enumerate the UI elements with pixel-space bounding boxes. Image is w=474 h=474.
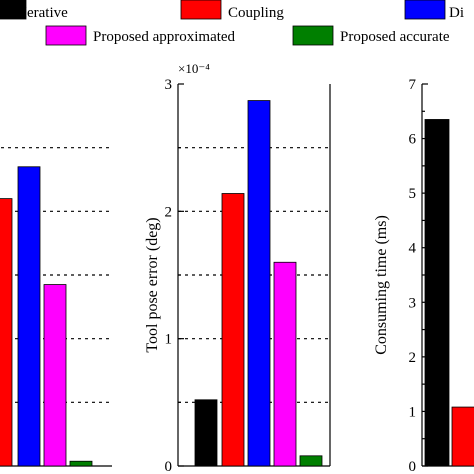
panel-right: 0 1 2 3 4 5 6 7 Consuming time (ms) xyxy=(373,77,474,474)
panel-middle-axis-multiplier: ×10⁻⁴ xyxy=(178,61,210,76)
panel-right-tick-label: 3 xyxy=(409,295,417,311)
legend: Ierative Coupling Di Proposed approximated P… xyxy=(0,0,464,46)
legend-swatch-2 xyxy=(404,0,446,20)
legend-label-0: Ierative xyxy=(22,5,68,21)
panel-right-tick-label: 4 xyxy=(409,241,417,257)
panel-middle-y-axis-title: Tool pose error (deg) xyxy=(144,217,161,352)
panel-middle-bar-proposed-accurate xyxy=(299,455,323,467)
panel-middle-tick-label: 2 xyxy=(165,204,173,220)
panel-right-y-axis-title: Consuming time (ms) xyxy=(373,215,390,355)
legend-swatch-1 xyxy=(180,0,222,20)
panel-left-bar-proposed-approximated xyxy=(43,284,67,467)
panel-right-tick-label: 5 xyxy=(409,186,417,202)
panel-right-tick-label: 2 xyxy=(409,350,417,366)
panel-right-bar-coupling xyxy=(451,406,474,467)
legend-label-1: Coupling xyxy=(228,5,284,21)
panel-middle-bar-coupling xyxy=(221,193,245,467)
panel-right-tick-label: 7 xyxy=(409,77,417,93)
panel-left xyxy=(0,147,112,467)
panel-middle-bar-proposed-approximated xyxy=(273,261,297,467)
legend-label-4: Proposed accurate xyxy=(340,29,450,45)
legend-swatch-0 xyxy=(0,0,27,20)
panel-middle-bar-ierative xyxy=(194,399,218,467)
legend-swatch-3 xyxy=(45,25,87,46)
panel-middle-tick-label: 3 xyxy=(165,77,173,93)
legend-swatch-4 xyxy=(292,25,334,46)
legend-label-3: Proposed approximated xyxy=(93,29,236,45)
panel-right-bar-ierative xyxy=(424,119,450,467)
panel-middle-bar-di xyxy=(247,100,271,467)
legend-label-2: Di xyxy=(449,5,464,21)
panel-middle: 0 1 2 3 Tool pose error (deg) ×10⁻⁴ xyxy=(144,61,331,474)
panel-left-bar-proposed-accurate xyxy=(69,460,93,467)
panel-right-tick-label: 0 xyxy=(409,459,417,474)
panel-right-tick-label: 6 xyxy=(409,132,417,148)
panel-left-bar-coupling xyxy=(0,198,13,467)
panel-middle-tick-label: 0 xyxy=(165,459,173,474)
panel-right-tick-label: 1 xyxy=(409,404,417,420)
panel-middle-tick-label: 1 xyxy=(165,332,173,348)
panel-left-bar-di xyxy=(17,166,41,467)
